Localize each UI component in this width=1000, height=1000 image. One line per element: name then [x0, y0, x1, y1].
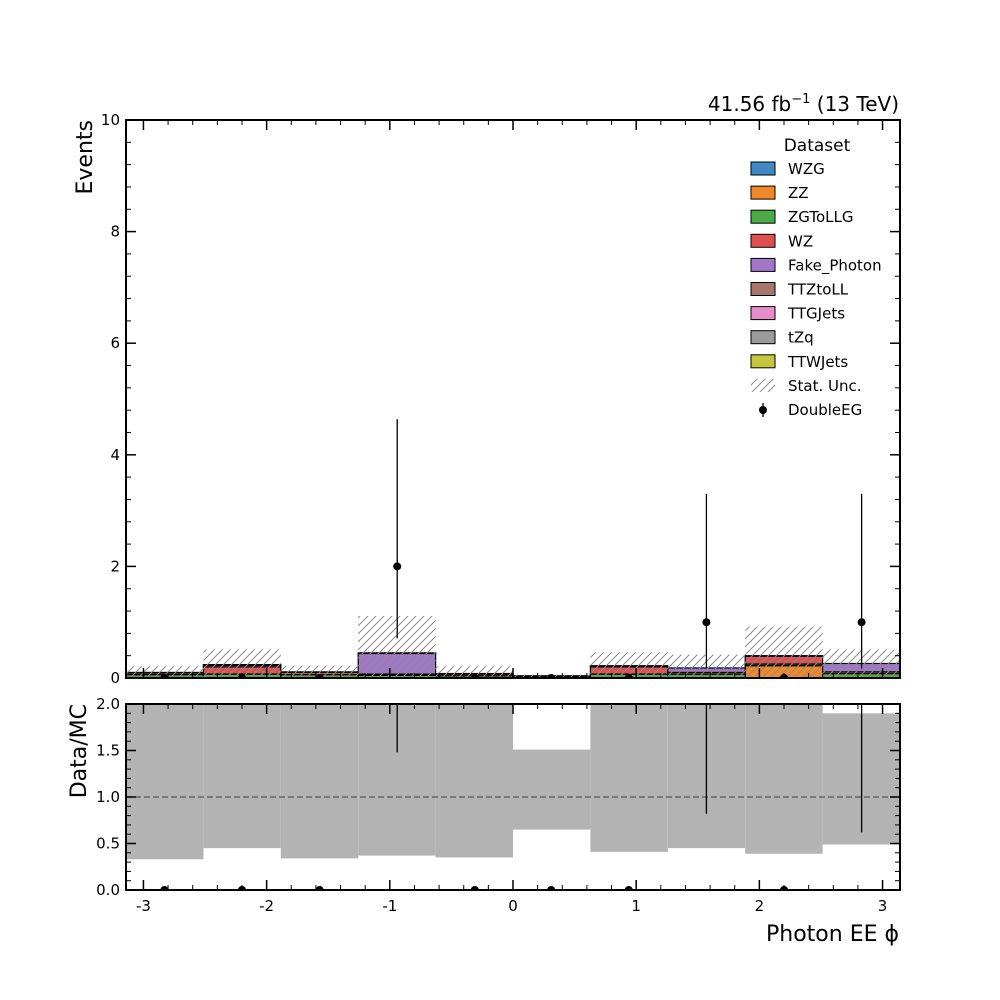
x-tick-label: -2 [259, 897, 274, 915]
stat-unc-band [745, 626, 823, 678]
legend-label-TTGJets: TTGJets [787, 305, 845, 323]
legend-swatch-TTWJets [750, 354, 776, 369]
legend-label-stat-unc: Stat. Unc. [788, 377, 862, 395]
y-tick-label: 10 [101, 111, 120, 129]
luminance-label: 41.56 fb−1 (13 TeV) [708, 92, 899, 116]
ratio-unc-band [590, 704, 668, 852]
x-tick-label: 1 [631, 897, 641, 915]
legend-swatch-WZG [750, 161, 776, 176]
x-tick-label: 2 [755, 897, 765, 915]
ratio-unc-band [435, 704, 513, 858]
legend-label-ZGToLLG: ZGToLLG [788, 208, 854, 226]
legend-label-WZ: WZ [788, 232, 813, 250]
x-tick-label: 3 [878, 897, 888, 915]
ratio-y-axis-label: Data/MC [67, 704, 92, 798]
main-plot-panel: 0 2 4 6 8 10 Events [73, 111, 901, 687]
legend-swatch-ZGToLLG [750, 209, 776, 224]
data-point [857, 618, 866, 627]
legend-label-TTWJets: TTWJets [787, 353, 848, 371]
legend-swatch-TTGJets [750, 306, 776, 321]
stat-unc-band [280, 665, 359, 678]
legend-swatch-ZZ [750, 185, 776, 200]
main-plot-frame [125, 119, 901, 679]
legend-label-ZZ: ZZ [788, 184, 809, 202]
x-tick-label: -1 [382, 897, 397, 915]
y-tick-label: 4 [110, 446, 120, 464]
ratio-y-tick-label: 1.5 [96, 742, 120, 760]
stat-unc-band [126, 666, 204, 678]
y-tick-label: 2 [110, 557, 120, 575]
ratio-plot-panel: 0.0 0.5 1.0 1.5 2.0 -3 -2 -1 0 1 2 3 Data/MC Photon… [67, 691, 901, 947]
legend-swatch-WZ [750, 233, 776, 248]
legend-label-tZq: tZq [788, 329, 814, 347]
ratio-plot-frame [125, 703, 901, 891]
x-tick-label: 0 [508, 897, 518, 915]
x-axis-label: Photon EE ϕ [766, 922, 899, 947]
ratio-y-tick-label: 2.0 [96, 695, 120, 713]
legend-label-WZG: WZG [788, 160, 825, 178]
data-point [702, 618, 711, 627]
legend-data-marker [759, 406, 767, 414]
legend-swatch-tZq [750, 330, 776, 345]
y-tick-label: 0 [110, 669, 120, 687]
ratio-y-tick-label: 1.0 [96, 788, 120, 806]
ratio-y-tick-label: 0.0 [96, 881, 120, 899]
ratio-y-tick-label: 0.5 [96, 835, 120, 853]
legend-swatch-TTZtoLL [750, 282, 776, 296]
legend-label-data: DoubleEG [788, 401, 862, 419]
legend-label-TTZtoLL: TTZtoLL [787, 281, 849, 299]
main-y-axis-label: Events [73, 120, 98, 195]
stat-unc-band [590, 652, 668, 678]
legend-swatch-Fake_Photon [750, 257, 776, 272]
ratio-unc-band [126, 704, 204, 860]
legend-swatch-stat-unc [751, 378, 775, 392]
x-tick-label: -3 [136, 897, 151, 915]
y-tick-label: 6 [110, 334, 120, 352]
stat-unc-band [435, 666, 513, 678]
ratio-unc-band [280, 704, 359, 859]
ratio-unc-band [513, 749, 591, 830]
legend: Dataset WZG ZZ ZGToLLG WZ Fake_Photon TTZtoLL… [750, 136, 882, 419]
legend-label-Fake_Photon: Fake_Photon [788, 256, 882, 275]
y-tick-label: 8 [110, 223, 120, 241]
legend-title: Dataset [784, 136, 851, 156]
ratio-unc-band [745, 704, 823, 854]
data-point [393, 562, 402, 571]
ratio-unc-band [203, 704, 281, 849]
ratio-point [858, 691, 866, 699]
